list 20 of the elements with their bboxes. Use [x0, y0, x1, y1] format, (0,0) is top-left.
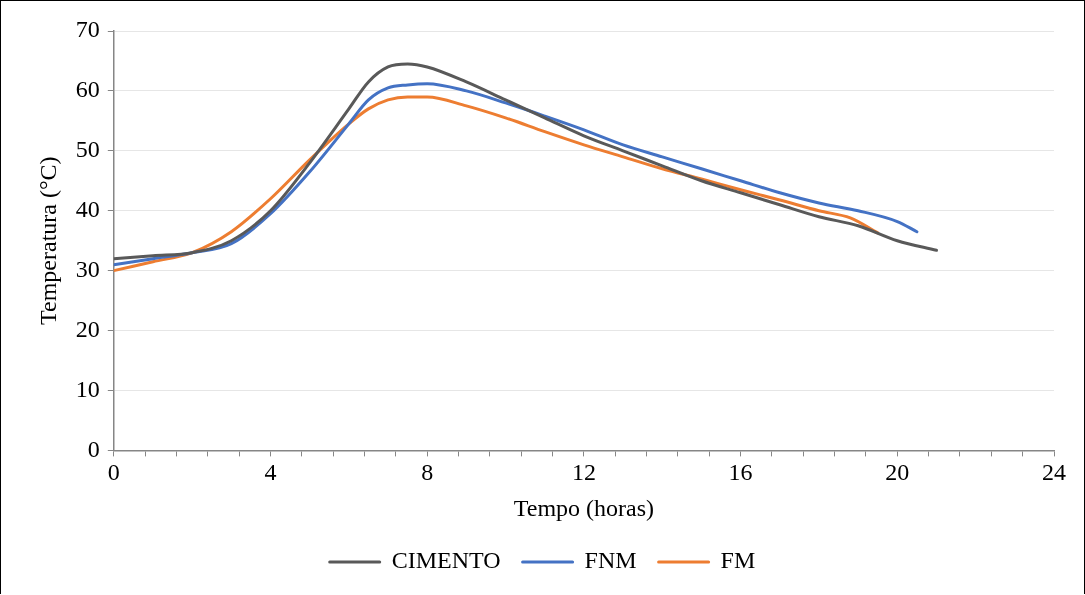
- x-tick-label: 8: [421, 459, 434, 486]
- x-tick-label: 0: [107, 459, 120, 486]
- y-tick-label: 50: [75, 136, 100, 163]
- y-tick-label: 60: [75, 76, 100, 103]
- x-tick-label: 16: [728, 459, 753, 486]
- x-axis-title: Tempo (horas): [513, 494, 655, 521]
- x-tick-label: 4: [264, 459, 277, 486]
- y-tick-label: 0: [87, 435, 100, 462]
- x-tick-label: 12: [571, 459, 596, 486]
- x-tick-label: 24: [1042, 459, 1066, 486]
- y-tick-label: 20: [75, 315, 100, 342]
- legend-label: FM: [720, 547, 756, 574]
- legend-label: CIMENTO: [391, 547, 501, 574]
- y-tick-label: 40: [75, 196, 100, 223]
- x-tick-label: 20: [885, 459, 910, 486]
- y-tick-label: 10: [75, 375, 100, 402]
- y-tick-label: 30: [75, 255, 100, 282]
- legend-label: FNM: [584, 547, 637, 574]
- y-axis-title: Temperatura (°C): [34, 156, 61, 325]
- y-tick-label: 70: [75, 16, 100, 43]
